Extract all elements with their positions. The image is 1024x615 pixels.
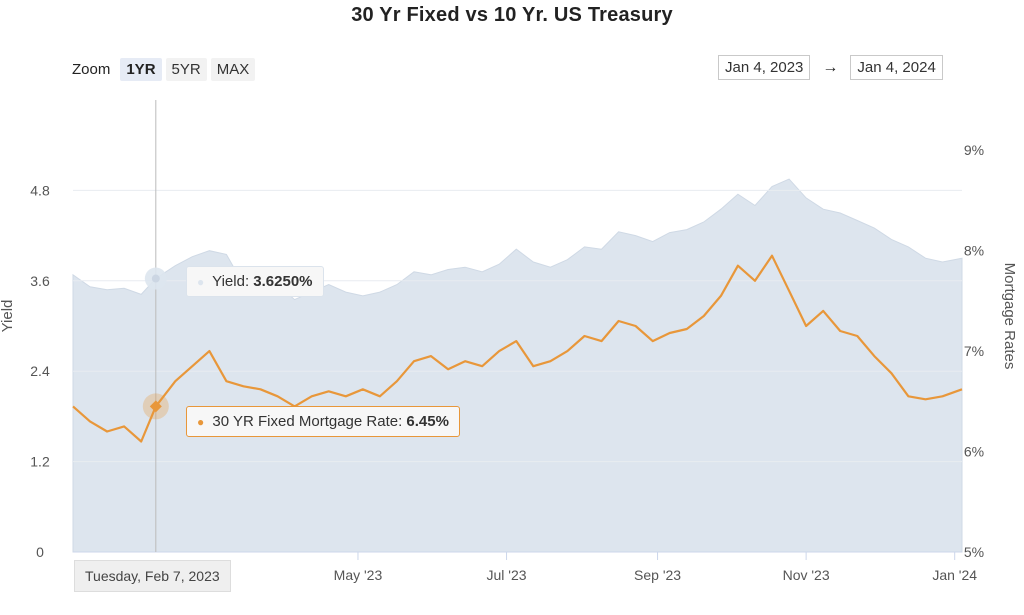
yield-hover-marker (151, 274, 160, 283)
right-tick-label: 6% (964, 444, 984, 460)
zoom-controls: Zoom 1YR 5YR MAX (72, 58, 256, 81)
yield-tooltip: ● Yield: 3.6250% (186, 266, 324, 297)
mortgage-tooltip-label: 30 YR Fixed Mortgage Rate: (212, 413, 403, 430)
right-axis-title: Mortgage Rates (1001, 263, 1018, 370)
date-range: Jan 4, 2023 → Jan 4, 2024 (718, 55, 943, 80)
x-tick-label: Jul '23 (487, 567, 527, 583)
range-end-input[interactable]: Jan 4, 2024 (850, 55, 943, 80)
right-tick-label: 5% (964, 544, 984, 560)
x-tick-label: Sep '23 (634, 567, 681, 583)
zoom-max-button[interactable]: MAX (210, 58, 256, 81)
mortgage-tooltip-value: 6.45% (406, 413, 449, 430)
x-tick-label: Jan '24 (932, 567, 977, 583)
mortgage-tooltip: ● 30 YR Fixed Mortgage Rate: 6.45% (186, 406, 460, 437)
right-tick-label: 7% (964, 343, 984, 359)
left-tick-label: 2.4 (30, 363, 50, 379)
left-tick-label: 3.6 (30, 273, 50, 289)
x-tick-label: May '23 (334, 567, 383, 583)
mortgage-hover-marker (149, 400, 162, 413)
yield-tooltip-label: Yield: (212, 273, 250, 290)
left-axis-title: Yield (0, 300, 16, 333)
yield-tooltip-value: 3.6250% (253, 273, 313, 290)
right-tick-label: 9% (964, 142, 984, 158)
x-tick-label: Nov '23 (783, 567, 830, 583)
zoom-1yr-button[interactable]: 1YR (120, 58, 162, 81)
zoom-label: Zoom (72, 61, 111, 78)
mortgage-tooltip-marker: ● (197, 415, 205, 429)
date-tooltip: Tuesday, Feb 7, 2023 (74, 560, 231, 592)
left-tick-label: 1.2 (30, 454, 50, 470)
yield-tooltip-marker: ● (197, 275, 205, 289)
left-tick-label: 0 (36, 544, 44, 560)
right-tick-label: 8% (964, 243, 984, 259)
range-start-input[interactable]: Jan 4, 2023 (718, 55, 811, 80)
chart-title: 30 Yr Fixed vs 10 Yr. US Treasury (351, 4, 673, 26)
left-tick-label: 4.8 (30, 182, 50, 198)
mortgage-line[interactable] (72, 254, 963, 443)
yield-area[interactable] (72, 178, 963, 553)
zoom-5yr-button[interactable]: 5YR (165, 58, 207, 81)
range-arrow: → (822, 58, 839, 76)
